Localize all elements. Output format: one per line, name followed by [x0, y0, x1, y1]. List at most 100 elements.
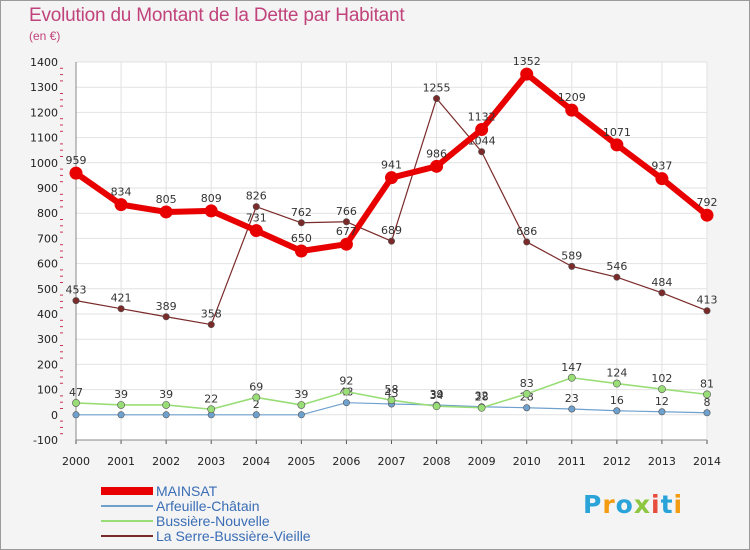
- data-label: 124: [606, 367, 627, 380]
- data-label: 421: [111, 292, 132, 305]
- data-label: 8: [704, 396, 711, 409]
- data-label: 809: [201, 192, 222, 205]
- data-point: [612, 379, 621, 388]
- data-point: [523, 404, 531, 412]
- data-point: [703, 409, 711, 417]
- data-label: 413: [697, 294, 718, 307]
- data-point: [658, 289, 666, 297]
- x-tick-label: 2011: [558, 455, 586, 468]
- data-label: 834: [111, 186, 132, 199]
- x-tick-label: 2003: [197, 455, 225, 468]
- data-point: [613, 407, 621, 415]
- x-tick-label: 2007: [378, 455, 406, 468]
- data-point: [69, 166, 83, 180]
- data-point: [117, 401, 125, 409]
- data-point: [342, 387, 351, 396]
- data-label: 546: [606, 260, 627, 273]
- data-label: 58: [385, 383, 399, 396]
- x-tick-label: 2010: [513, 455, 541, 468]
- data-point: [162, 401, 171, 409]
- data-point: [385, 171, 398, 185]
- legend-label: MAINSAT: [156, 483, 218, 499]
- data-label: 986: [426, 147, 447, 160]
- data-label: 358: [201, 308, 222, 321]
- data-point: [207, 321, 215, 329]
- data-point: [114, 198, 128, 212]
- data-point: [204, 204, 218, 218]
- logo-letter: t: [660, 490, 674, 519]
- data-label: 147: [561, 361, 582, 374]
- data-label: 81: [700, 377, 714, 390]
- y-tick-label: 100: [37, 384, 58, 397]
- data-point: [249, 224, 263, 238]
- x-tick-label: 2005: [287, 455, 315, 468]
- x-tick-label: 2006: [332, 455, 360, 468]
- data-label: 22: [204, 392, 218, 405]
- data-label: 959: [66, 154, 87, 167]
- data-point: [565, 103, 579, 117]
- data-label: 792: [697, 196, 718, 209]
- data-point: [477, 403, 486, 412]
- y-tick-label: 600: [37, 258, 58, 271]
- x-tick-label: 2012: [603, 455, 631, 468]
- data-point: [658, 408, 666, 416]
- data-label: 731: [246, 212, 267, 225]
- data-point: [475, 123, 489, 137]
- x-tick-label: 2001: [107, 455, 135, 468]
- data-point: [568, 405, 576, 413]
- data-label: 32: [475, 390, 489, 403]
- x-tick-label: 2002: [152, 455, 180, 468]
- data-point: [162, 411, 170, 419]
- data-point: [703, 307, 711, 315]
- data-label: 941: [381, 159, 402, 172]
- data-point: [162, 313, 170, 321]
- data-point: [387, 396, 396, 405]
- data-point: [252, 393, 261, 402]
- logo-letter: x: [633, 490, 651, 519]
- data-label: 766: [336, 205, 357, 218]
- y-tick-label: 800: [37, 207, 58, 220]
- legend-swatch: [101, 487, 153, 495]
- data-label: 34: [430, 389, 444, 402]
- data-label: 1132: [468, 111, 496, 124]
- data-label: 937: [651, 160, 672, 173]
- legend-swatch: [101, 519, 153, 523]
- logo-letter: o: [615, 490, 634, 519]
- x-tick-label: 2009: [468, 455, 496, 468]
- y-tick-label: 1200: [30, 106, 58, 119]
- data-point: [117, 305, 125, 313]
- chart-title: Evolution du Montant de la Dette par Hab…: [29, 5, 405, 26]
- data-point: [342, 399, 350, 407]
- data-point: [294, 244, 308, 258]
- legend-label: Bussière-Nouvelle: [156, 513, 270, 529]
- data-label: 589: [561, 249, 582, 262]
- legend-label: Arfeuille-Châtain: [156, 498, 260, 514]
- data-label: 83: [520, 377, 534, 390]
- x-tick-label: 2013: [648, 455, 676, 468]
- y-tick-label: 500: [37, 283, 58, 296]
- data-point: [72, 411, 80, 419]
- series-arfeuille-ch-tain: 248433932282316128: [72, 386, 711, 419]
- proxiti-logo: Proxiti: [583, 490, 683, 519]
- data-point: [658, 385, 666, 393]
- data-point: [117, 411, 125, 419]
- y-tick-label: 900: [37, 182, 58, 195]
- data-label: 43: [385, 387, 399, 400]
- data-label: 47: [69, 386, 83, 399]
- series-mainsat: 959 834 805 809 731 650 677 941 986 1132 1352 1209 1…: [66, 55, 718, 258]
- data-label: 23: [565, 392, 579, 405]
- data-point: [252, 203, 260, 211]
- data-label: 1255: [423, 82, 451, 95]
- data-label: 689: [381, 224, 402, 237]
- data-label: 1071: [603, 126, 631, 139]
- chart-subtitle: (en €): [29, 29, 61, 43]
- logo-letter: r: [602, 490, 616, 519]
- data-label: 1209: [558, 91, 586, 104]
- data-label: 69: [249, 380, 263, 393]
- data-label: 2: [253, 398, 260, 411]
- logo-letter: i: [651, 490, 661, 519]
- x-tick-label: 2000: [62, 455, 90, 468]
- data-point: [339, 237, 353, 251]
